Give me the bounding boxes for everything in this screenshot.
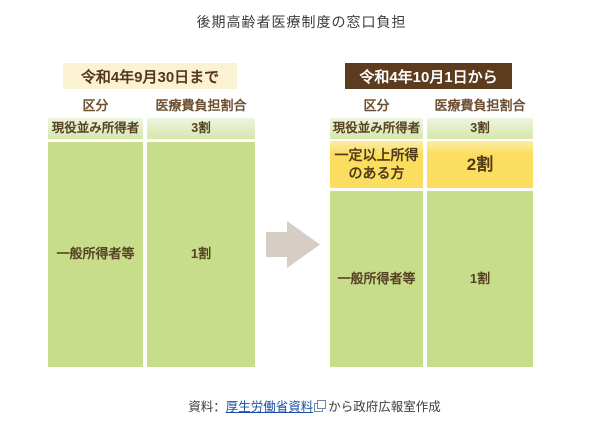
source-link[interactable]: 厚生労働省資料 bbox=[225, 400, 314, 414]
source-suffix: から政府広報室作成 bbox=[328, 400, 441, 414]
after-column-header-category: 区分 bbox=[363, 97, 390, 113]
after-column-header-ratio: 医療費負担割合 bbox=[434, 97, 526, 113]
before-row-general-ratio: 1割 bbox=[147, 142, 255, 367]
before-row-general-category: 一般所得者等 bbox=[48, 142, 143, 367]
right-block-arrow-icon bbox=[266, 221, 320, 268]
external-link-icon[interactable] bbox=[314, 400, 327, 412]
page-title: 後期高齢者医療制度の窓口負担 bbox=[196, 14, 407, 30]
after-row-general-ratio: 1割 bbox=[427, 191, 533, 367]
source-prefix: 資料： bbox=[188, 400, 226, 414]
before-period-header: 令和4年9月30日まで bbox=[63, 63, 237, 89]
after-row-certainincome-ratio: 2割 bbox=[427, 141, 533, 188]
source-note: 資料：厚生労働省資料 から政府広報室作成 bbox=[0, 396, 603, 415]
before-column-header-category: 区分 bbox=[82, 97, 109, 113]
after-row-certainincome-category: 一定以上所得のある方 bbox=[330, 141, 423, 188]
after-row-workinglevel-ratio: 3割 bbox=[427, 118, 533, 139]
before-row-workinglevel-category: 現役並み所得者 bbox=[48, 118, 143, 139]
after-period-header: 令和4年10月1日から bbox=[345, 63, 512, 89]
before-row-workinglevel-ratio: 3割 bbox=[147, 118, 255, 139]
after-row-workinglevel-category: 現役並み所得者 bbox=[330, 118, 423, 139]
after-row-general-category: 一般所得者等 bbox=[330, 191, 423, 367]
before-column-header-ratio: 医療費負担割合 bbox=[155, 97, 247, 113]
